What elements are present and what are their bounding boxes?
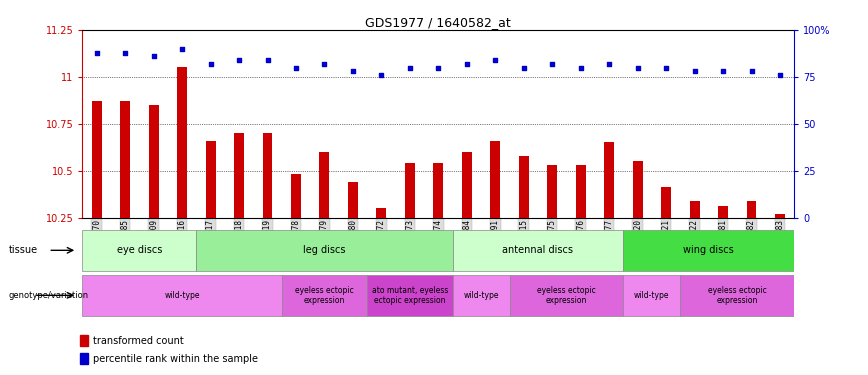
Text: wild-type: wild-type xyxy=(164,291,200,300)
Point xyxy=(175,46,189,52)
Bar xyxy=(519,156,529,218)
Point xyxy=(773,72,787,78)
Text: wing discs: wing discs xyxy=(683,245,734,255)
Bar xyxy=(206,141,215,218)
Point xyxy=(745,68,759,74)
Point xyxy=(516,64,530,70)
Bar xyxy=(746,201,757,217)
Text: leg discs: leg discs xyxy=(303,245,345,255)
Text: ato mutant, eyeless
ectopic expression: ato mutant, eyeless ectopic expression xyxy=(372,286,448,305)
Point xyxy=(232,57,246,63)
Bar xyxy=(510,274,623,316)
Bar xyxy=(623,230,794,271)
Point xyxy=(602,61,616,67)
Bar xyxy=(234,133,244,218)
Bar xyxy=(148,105,159,218)
Bar xyxy=(377,208,386,218)
Bar xyxy=(92,101,102,217)
Bar xyxy=(120,101,130,217)
Title: GDS1977 / 1640582_at: GDS1977 / 1640582_at xyxy=(365,16,511,29)
Bar xyxy=(681,274,794,316)
Bar xyxy=(196,230,452,271)
Point xyxy=(204,61,218,67)
Point xyxy=(574,64,588,70)
Point xyxy=(403,64,417,70)
Point xyxy=(431,64,445,70)
Bar xyxy=(80,353,89,364)
Bar xyxy=(547,165,557,218)
Bar xyxy=(689,201,700,217)
Bar xyxy=(82,274,282,316)
Point xyxy=(260,57,274,63)
Bar xyxy=(623,274,681,316)
Bar xyxy=(452,274,510,316)
Bar xyxy=(775,214,785,217)
Point xyxy=(374,72,388,78)
Bar xyxy=(575,165,586,218)
Point xyxy=(318,61,332,67)
Point xyxy=(489,57,503,63)
Text: genotype/variation: genotype/variation xyxy=(9,291,89,300)
Text: eyeless ectopic
expression: eyeless ectopic expression xyxy=(537,286,595,305)
Point xyxy=(147,53,161,59)
Point xyxy=(346,68,360,74)
Point xyxy=(716,68,730,74)
Text: antennal discs: antennal discs xyxy=(503,245,574,255)
Point xyxy=(460,61,474,67)
Text: wild-type: wild-type xyxy=(635,291,669,300)
Text: eyeless ectopic
expression: eyeless ectopic expression xyxy=(708,286,766,305)
Point xyxy=(659,64,673,70)
Bar xyxy=(604,142,615,218)
Bar xyxy=(291,174,301,217)
Text: eye discs: eye discs xyxy=(116,245,162,255)
Point xyxy=(89,50,103,55)
Text: eyeless ectopic
expression: eyeless ectopic expression xyxy=(295,286,354,305)
Bar xyxy=(177,68,187,218)
Bar xyxy=(367,274,452,316)
Bar xyxy=(404,163,415,218)
Bar xyxy=(462,152,472,217)
Point xyxy=(118,50,132,55)
Point xyxy=(687,68,701,74)
Bar xyxy=(633,161,642,218)
Bar xyxy=(490,141,500,218)
Text: transformed count: transformed count xyxy=(93,336,184,345)
Bar xyxy=(661,188,671,218)
Bar xyxy=(348,182,358,218)
Text: wild-type: wild-type xyxy=(464,291,499,300)
Point xyxy=(545,61,559,67)
Text: percentile rank within the sample: percentile rank within the sample xyxy=(93,354,259,363)
Bar xyxy=(80,335,89,346)
Bar xyxy=(319,152,330,217)
Bar xyxy=(718,206,728,218)
Bar xyxy=(282,274,367,316)
Bar xyxy=(82,230,196,271)
Bar xyxy=(262,133,273,218)
Bar xyxy=(433,163,444,218)
Text: tissue: tissue xyxy=(9,245,38,255)
Point xyxy=(289,64,303,70)
Bar xyxy=(452,230,623,271)
Point xyxy=(631,64,645,70)
